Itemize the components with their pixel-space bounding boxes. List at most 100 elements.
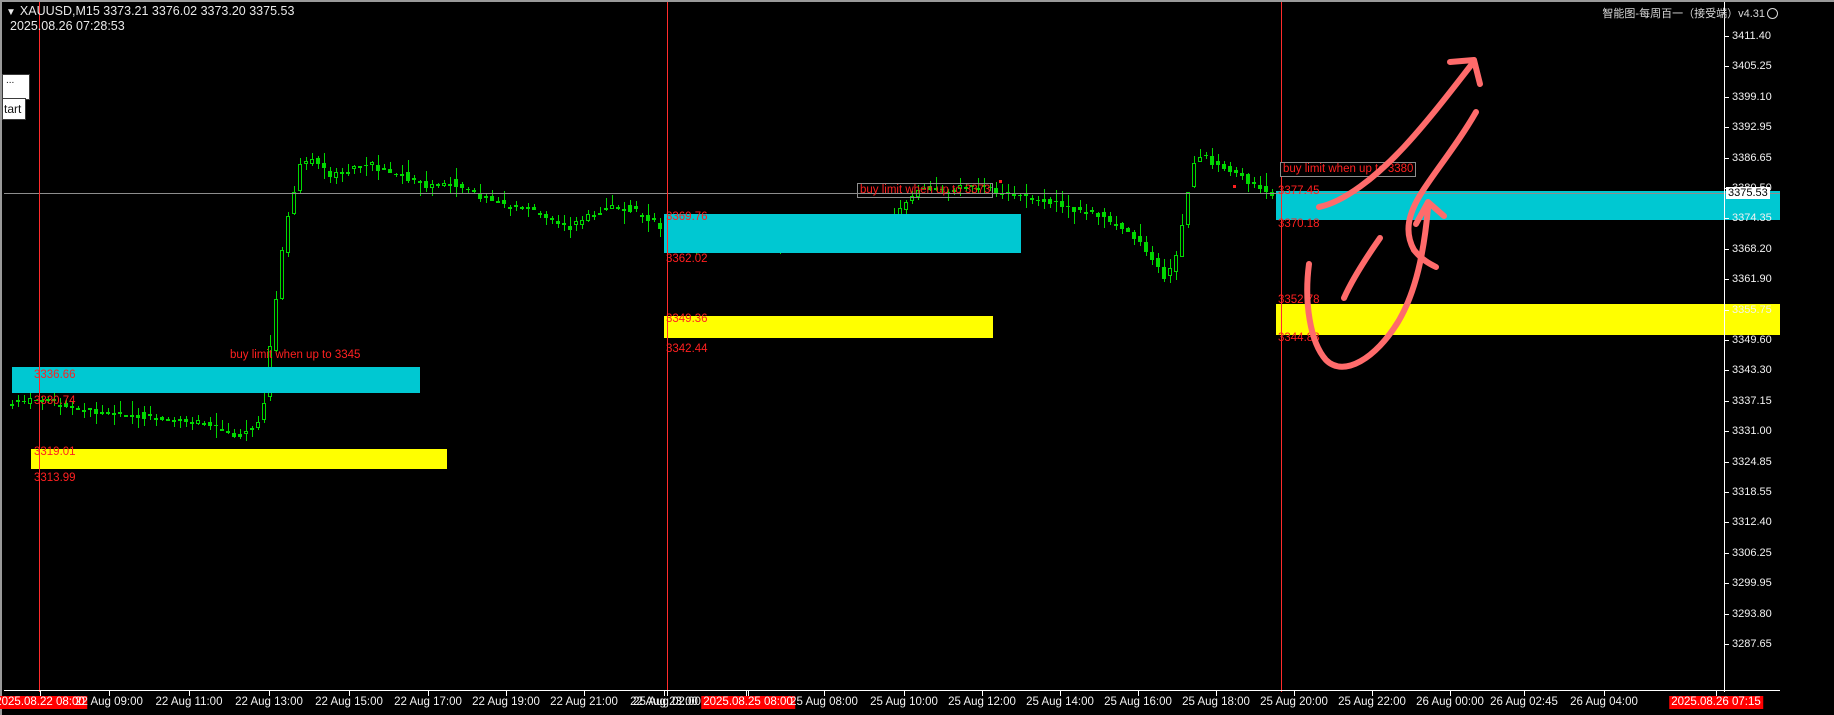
- candle-body: [658, 222, 662, 230]
- candle-body: [568, 225, 572, 231]
- session-line-left: [39, 2, 40, 692]
- candle-body: [118, 412, 122, 415]
- candle-body: [1162, 267, 1166, 280]
- candle-body: [1222, 164, 1226, 169]
- price-tick: 3392.95: [1725, 122, 1772, 133]
- time-tick-mark: [40, 691, 41, 696]
- candle-body: [994, 187, 998, 194]
- time-tick: 2025.08.25 08:00: [701, 696, 795, 709]
- candle-body: [130, 415, 134, 417]
- tray-overflow-button[interactable]: ...: [2, 74, 30, 100]
- candle-body: [172, 419, 176, 422]
- time-tick: 2025.08.22 08:00: [0, 696, 87, 709]
- candle-body: [274, 298, 278, 352]
- candle-wick: [906, 199, 907, 222]
- candle-body: [502, 199, 506, 204]
- candle-body: [964, 186, 968, 189]
- time-tick-mark: [506, 691, 507, 696]
- candle-body: [1204, 154, 1208, 157]
- candle-body: [622, 209, 626, 211]
- support-zone-right-bottom-price: 3344.88: [1278, 332, 1320, 344]
- candle-body: [616, 207, 620, 209]
- up-arrow-second-stroke: [1405, 109, 1479, 253]
- current-price-line: [4, 193, 1780, 194]
- candle-body: [1090, 210, 1094, 213]
- support-zone-mid-top-price: 3349.36: [666, 313, 708, 325]
- candle-wick: [1200, 149, 1201, 162]
- candle-body: [334, 171, 338, 179]
- price-axis[interactable]: 3411.403405.253399.103392.953386.653380.…: [1724, 2, 1780, 692]
- candle-body: [1030, 197, 1034, 201]
- candle-body: [364, 164, 368, 167]
- candle-wick: [90, 408, 91, 418]
- time-axis[interactable]: 2025.08.22 08:00 22 Aug 09:00 22 Aug 11:00…: [0, 690, 1780, 715]
- candle-wick: [1074, 206, 1075, 225]
- start-button[interactable]: tart: [2, 98, 26, 120]
- candle-body: [640, 214, 644, 217]
- start-button-label: tart: [4, 102, 22, 116]
- candle-wick: [408, 160, 409, 184]
- candle-wick: [600, 207, 601, 215]
- candle-wick: [390, 162, 391, 174]
- candle-body: [1252, 181, 1256, 184]
- candle-body: [112, 412, 116, 415]
- candle-body: [190, 422, 194, 424]
- candle-wick: [180, 416, 181, 428]
- candle-body: [958, 185, 962, 190]
- candle-wick: [360, 166, 361, 173]
- candle-wick: [1020, 193, 1021, 202]
- candle-wick: [222, 420, 223, 432]
- candle-body: [1144, 242, 1148, 252]
- candle-body: [1036, 199, 1040, 202]
- price-tick: 3337.15: [1725, 395, 1772, 407]
- candle-body: [292, 191, 296, 215]
- candle-body: [232, 432, 236, 437]
- time-tick: 25 Aug 16:00: [1104, 696, 1172, 708]
- candle-body: [484, 196, 488, 199]
- candle-wick: [540, 211, 541, 219]
- chart-menu-caret-icon[interactable]: ▼: [6, 7, 16, 18]
- candle-body: [1060, 201, 1064, 207]
- support-zone-left-bottom-price: 3313.99: [34, 472, 76, 484]
- zigzag-down-stroke: [1411, 247, 1439, 270]
- candle-body: [262, 402, 266, 421]
- time-tick-mark: [1450, 691, 1451, 696]
- candle-body: [538, 212, 542, 215]
- candle-body: [634, 206, 638, 209]
- time-tick-mark: [109, 691, 110, 696]
- candle-body: [196, 420, 200, 425]
- candle-body: [10, 404, 14, 407]
- demand-zone-left: [12, 367, 420, 393]
- candle-body: [490, 195, 494, 201]
- time-tick-mark: [982, 691, 983, 696]
- time-tick-mark: [349, 691, 350, 696]
- candle-body: [928, 185, 932, 191]
- candle-wick: [936, 177, 937, 192]
- demand-zone-left-bottom-price: 3330.74: [34, 395, 76, 407]
- chart-plot-area[interactable]: 3336.66 3330.74 3319.01 3313.99 3369.76 …: [4, 2, 1780, 692]
- candle-body: [406, 172, 410, 181]
- time-tick: 22 Aug 09:00: [75, 696, 143, 708]
- candle-body: [280, 250, 284, 300]
- price-tick: 3331.00: [1725, 426, 1772, 437]
- candle-wick: [174, 416, 175, 428]
- candle-body: [328, 170, 332, 177]
- candle-body: [628, 204, 632, 212]
- candle-body: [70, 406, 74, 408]
- buy-limit-right-label: buy limit when up to 3380: [1280, 162, 1417, 177]
- candle-body: [514, 204, 518, 208]
- candle-wick: [924, 183, 925, 189]
- candle-body: [460, 183, 464, 188]
- time-tick-mark: [1372, 691, 1373, 696]
- demand-zone-mid: [664, 214, 1021, 253]
- candle-body: [1018, 194, 1022, 197]
- candle-body: [472, 189, 476, 193]
- time-tick-mark: [189, 691, 190, 696]
- candle-wick: [372, 160, 373, 171]
- candle-body: [526, 207, 530, 210]
- candle-body: [442, 183, 446, 187]
- candle-body: [88, 408, 92, 410]
- candle-wick: [198, 415, 199, 425]
- candle-body: [1072, 207, 1076, 212]
- time-tick: 22 Aug 13:00: [235, 696, 303, 708]
